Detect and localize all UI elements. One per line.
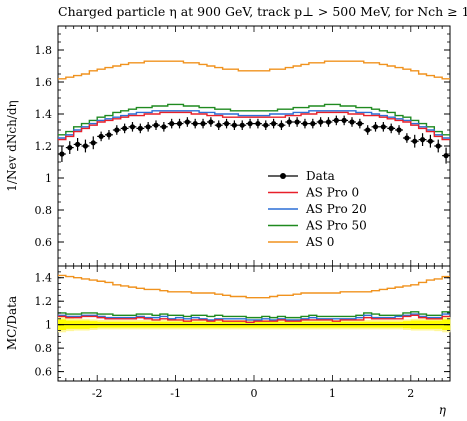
ratio-y-tick-label: 1 — [45, 319, 52, 332]
data-point — [216, 122, 222, 128]
y-tick-label: 1.6 — [35, 76, 53, 89]
data-point — [106, 132, 112, 138]
main-y-axis-label: 1/Nev dNch/dη — [5, 100, 19, 191]
data-point — [75, 141, 81, 147]
data-point — [435, 143, 441, 149]
ratio-axis-ticks: 0.6 0.8 1 1.2 1.4 -2 -1 0 1 2 — [35, 266, 451, 400]
data-point — [122, 125, 128, 131]
data-point — [341, 117, 347, 123]
main-series-lines — [58, 60, 450, 141]
line-as-0 — [58, 60, 450, 80]
data-point — [98, 133, 104, 139]
legend-data-dot — [280, 173, 286, 179]
data-point — [184, 119, 190, 125]
data-point — [161, 124, 167, 130]
line-as-pro-0 — [58, 111, 450, 141]
legend: Data AS Pro 0 AS Pro 20 AS Pro 50 AS 0 — [268, 169, 367, 249]
data-point — [357, 121, 363, 127]
data-point — [412, 138, 418, 144]
data-point — [153, 122, 159, 128]
data-point — [325, 119, 332, 125]
data-point — [129, 124, 136, 130]
data-point — [286, 119, 292, 125]
ratio-y-axis-label: MC/Data — [5, 296, 19, 350]
y-tick-label: 0.6 — [35, 236, 53, 249]
data-point — [318, 119, 324, 125]
ratio-y-tick-label: 1.4 — [35, 272, 53, 285]
main-panel: 0.6 0.8 1 1.2 1.4 1.6 1.8 1/Nev dNch/dη Data AS… — [5, 25, 451, 267]
legend-label: AS Pro 50 — [305, 219, 367, 233]
data-point — [380, 124, 386, 130]
x-tick-label: -1 — [170, 387, 181, 400]
legend-label: AS Pro 20 — [305, 202, 367, 216]
x-tick-label: 0 — [251, 387, 258, 400]
data-point — [114, 127, 120, 133]
legend-label: Data — [306, 169, 335, 183]
data-point — [349, 119, 355, 125]
y-tick-label: 1.4 — [35, 108, 53, 121]
data-point — [176, 121, 183, 127]
data-point — [145, 124, 151, 130]
data-point — [200, 121, 206, 127]
ratio-series-lines — [58, 274, 450, 324]
main-plot-frame — [57, 25, 451, 267]
data-point — [278, 122, 285, 128]
ratio-y-tick-label: 1.2 — [35, 295, 53, 308]
y-tick-label: 0.8 — [35, 204, 53, 217]
data-point — [137, 125, 143, 131]
data-point — [239, 122, 245, 128]
ratio-y-tick-label: 0.6 — [35, 366, 53, 379]
data-point — [255, 121, 261, 127]
y-tick-label: 1.8 — [35, 44, 53, 57]
data-point — [231, 122, 237, 128]
data-point — [247, 121, 253, 127]
data-point — [192, 121, 198, 127]
data-point — [59, 151, 65, 157]
chart-title: Charged particle η at 900 GeV, track p⊥ … — [58, 4, 467, 19]
data-point — [263, 122, 269, 128]
legend-label: AS 0 — [305, 235, 334, 249]
line-as-pro-50 — [58, 103, 450, 136]
ratio-line-as-pro-0 — [58, 314, 450, 324]
ratio-line-as-pro-50 — [58, 311, 450, 319]
y-tick-label: 1.2 — [35, 140, 53, 153]
ratio-y-tick-label: 0.8 — [35, 342, 53, 355]
data-point — [443, 153, 449, 159]
data-point — [169, 121, 175, 127]
data-point — [271, 121, 277, 127]
x-tick-label: 2 — [407, 387, 414, 400]
data-point — [388, 125, 394, 131]
data-point — [419, 137, 426, 143]
ratio-panel: 0.6 0.8 1 1.2 1.4 -2 -1 0 1 2 MC/Data η — [5, 265, 451, 417]
data-point — [208, 119, 214, 125]
data-points — [58, 115, 450, 164]
data-point — [427, 138, 433, 144]
legend-label: AS Pro 0 — [305, 186, 359, 200]
data-point — [82, 143, 89, 149]
data-point — [333, 117, 339, 123]
y-tick-label: 1 — [45, 172, 52, 185]
data-point — [365, 127, 371, 133]
x-tick-label: -2 — [92, 387, 103, 400]
data-point — [310, 121, 316, 127]
ratio-line-as-pro-20 — [58, 313, 450, 321]
main-axis-ticks: 0.6 0.8 1 1.2 1.4 1.6 1.8 — [35, 26, 451, 266]
x-tick-label: 1 — [329, 387, 336, 400]
data-point — [90, 140, 96, 146]
data-point — [404, 135, 410, 141]
data-point — [223, 121, 230, 127]
data-point — [302, 121, 308, 127]
data-point — [67, 145, 73, 151]
ratio-line-as-0 — [58, 274, 450, 299]
ratio-uncertainty-band — [58, 317, 451, 333]
x-axis-label: η — [439, 403, 447, 417]
data-point — [396, 127, 402, 133]
data-point — [372, 124, 379, 130]
data-point — [294, 119, 300, 125]
